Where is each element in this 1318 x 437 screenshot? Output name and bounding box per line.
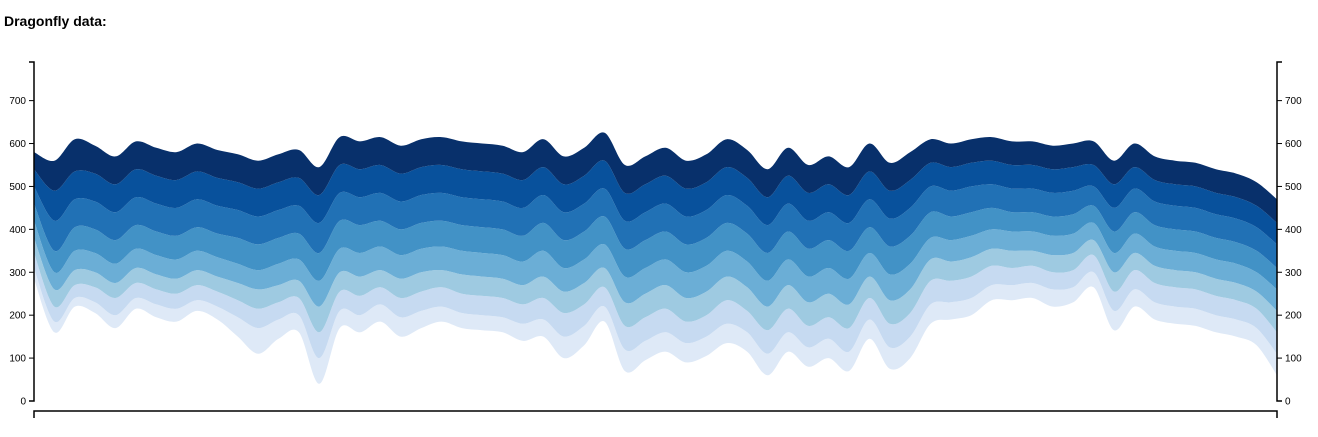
right-tick-label: 300 — [1285, 268, 1302, 279]
area-layer-5 — [34, 203, 1277, 290]
left-tick-label: 600 — [9, 139, 26, 150]
right-tick-label: 0 — [1285, 397, 1291, 408]
left-tick-label: 200 — [9, 311, 26, 322]
area-layer-6 — [34, 184, 1277, 268]
area-layer-4 — [34, 220, 1277, 311]
right-y-axis: 0 100 200 300 400 500 600 700 — [1276, 61, 1302, 408]
right-axis-line — [1276, 61, 1282, 402]
area-layer-0 — [34, 278, 1277, 401]
left-axis-line — [29, 61, 35, 402]
area-layer-1 — [34, 268, 1277, 384]
left-y-axis: 0 100 200 300 400 500 600 700 — [9, 61, 35, 408]
chart-title: Dragonfly data: — [4, 13, 107, 29]
left-tick-label: 400 — [9, 225, 26, 236]
right-tick-label: 100 — [1285, 354, 1302, 365]
area-layer-2 — [34, 253, 1277, 359]
left-tick-label: 0 — [20, 397, 26, 408]
right-tick-label: 700 — [1285, 96, 1302, 107]
area-layer-7 — [34, 160, 1277, 245]
left-tick-label: 500 — [9, 182, 26, 193]
right-tick-label: 600 — [1285, 139, 1302, 150]
left-tick-label: 700 — [9, 96, 26, 107]
right-tick-label: 200 — [1285, 311, 1302, 322]
area-layer-3 — [34, 237, 1277, 333]
right-tick-label: 500 — [1285, 182, 1302, 193]
left-tick-label: 100 — [9, 354, 26, 365]
bottom-axis-line — [33, 410, 1278, 418]
area-layer-8 — [34, 132, 1277, 223]
left-tick-label: 300 — [9, 268, 26, 279]
right-tick-label: 400 — [1285, 225, 1302, 236]
area-layers — [34, 132, 1277, 401]
bottom-x-axis — [33, 410, 1278, 418]
